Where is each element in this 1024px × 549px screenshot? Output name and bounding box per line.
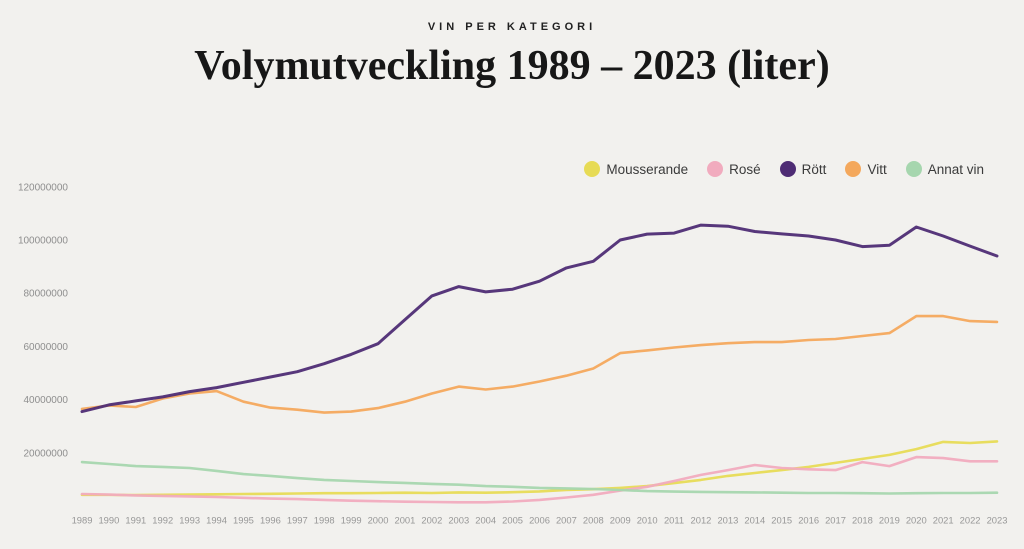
x-axis-tick-label: 1997 <box>287 515 308 526</box>
x-axis-tick-label: 2008 <box>583 515 604 526</box>
legend-label: Mousserande <box>606 161 689 177</box>
series-line-ros- <box>80 455 999 504</box>
legend-item-annat-vin[interactable]: Annat vin <box>905 161 984 177</box>
page-title: Volymutveckling 1989 – 2023 (liter) <box>194 43 830 89</box>
x-axis-tick-label: 2000 <box>368 515 389 526</box>
x-axis-tick-label: 2011 <box>664 515 684 526</box>
y-axis-tick-label: 60000000 <box>24 342 69 353</box>
x-axis-tick-label: 2017 <box>825 515 846 526</box>
x-axis-tick-label: 2002 <box>421 515 442 526</box>
legend-label: Annat vin <box>927 161 984 177</box>
x-axis-tick-label: 2016 <box>798 515 819 526</box>
legend-dot-icon <box>779 161 796 177</box>
x-axis-tick-label: 2006 <box>529 515 550 526</box>
x-axis-tick-label: 1994 <box>206 515 227 526</box>
x-axis-tick-label: 2018 <box>852 515 873 526</box>
x-axis-tick-label: 1990 <box>98 515 119 526</box>
x-axis-tick-label: 1993 <box>179 515 200 526</box>
x-axis-tick-label: 2007 <box>556 515 577 526</box>
x-axis-tick-label: 1999 <box>341 515 362 526</box>
y-axis-tick-label: 80000000 <box>24 289 69 300</box>
legend-item-vitt[interactable]: Vitt <box>845 161 887 177</box>
x-axis-tick-label: 1996 <box>260 515 281 526</box>
legend-dot-icon <box>905 161 922 177</box>
legend-label: Rött <box>801 161 827 177</box>
x-axis-tick-label: 2004 <box>475 515 496 526</box>
x-axis-tick-label: 1998 <box>314 515 335 526</box>
x-axis-tick-label: 1992 <box>152 515 173 526</box>
x-axis-tick-label: 2009 <box>610 515 631 526</box>
series-line-annat-vin <box>80 460 999 495</box>
x-axis-tick-label: 2023 <box>987 515 1008 526</box>
legend: Mousserande Rosé Rött Vitt Annat vin <box>584 161 984 177</box>
x-axis-tick-label: 2001 <box>395 515 416 526</box>
x-axis-tick-label: 2014 <box>744 515 765 526</box>
legend-dot-icon <box>707 161 724 177</box>
y-axis-tick-label: 120000000 <box>18 182 68 193</box>
x-axis-tick-label: 2012 <box>691 515 712 526</box>
x-axis-tick-label: 2010 <box>637 515 658 526</box>
chart-eyebrow: VIN PER KATEGORI <box>427 21 597 33</box>
x-axis-tick-label: 2013 <box>717 515 738 526</box>
y-axis-tick-label: 100000000 <box>18 236 68 247</box>
x-axis-tick-label: 2022 <box>960 515 981 526</box>
legend-item-r-tt[interactable]: Rött <box>779 161 827 177</box>
x-axis-tick-label: 2003 <box>448 515 469 526</box>
x-axis-tick-label: 2015 <box>771 515 792 526</box>
x-axis-tick-label: 1995 <box>233 515 254 526</box>
legend-dot-icon <box>845 161 862 177</box>
legend-item-mousserande[interactable]: Mousserande <box>584 161 688 177</box>
x-axis-tick-label: 2020 <box>906 515 927 526</box>
y-axis-tick-label: 40000000 <box>24 395 69 406</box>
legend-dot-icon <box>584 161 601 177</box>
x-axis-tick-label: 2021 <box>933 515 954 526</box>
series-line-r-tt <box>80 223 999 414</box>
series-line-vitt <box>80 314 999 414</box>
series-line-mousserande <box>80 440 999 497</box>
x-axis-tick-label: 2005 <box>502 515 523 526</box>
y-axis-tick-label: 20000000 <box>24 448 69 459</box>
x-axis-tick-label: 1991 <box>125 515 146 526</box>
legend-label: Vitt <box>867 161 887 177</box>
x-axis-tick-label: 1989 <box>72 515 93 526</box>
legend-label: Rosé <box>729 161 761 177</box>
x-axis-tick-label: 2019 <box>879 515 900 526</box>
legend-item-ros-[interactable]: Rosé <box>707 161 761 177</box>
